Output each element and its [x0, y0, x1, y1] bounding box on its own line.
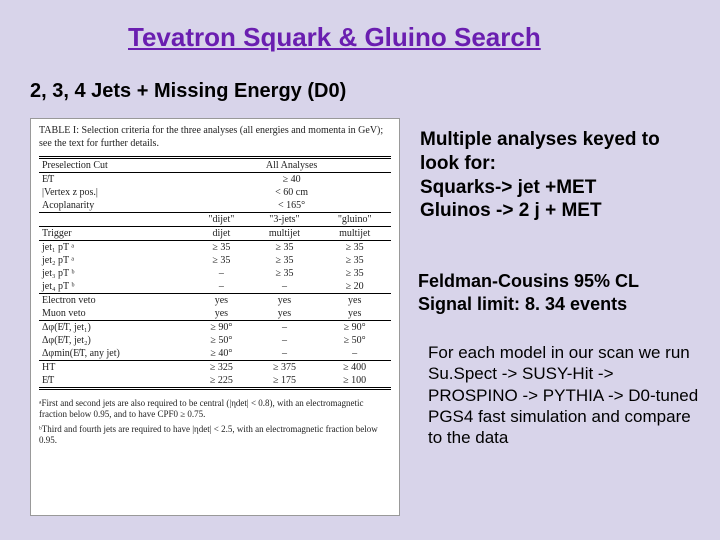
row-label: Δφ(E̸T, jet₁) — [39, 321, 192, 335]
row-label: jet₄ pT ᵇ — [39, 280, 192, 294]
cell: multijet — [251, 227, 319, 241]
analysis-description: Multiple analyses keyed to look for: Squ… — [420, 128, 700, 223]
cell: ≥ 100 — [318, 374, 391, 389]
cell: dijet — [192, 227, 250, 241]
row-label: jet₂ pT ᵃ — [39, 254, 192, 267]
cell: multijet — [318, 227, 391, 241]
scan-procedure: For each model in our scan we run Su.Spe… — [428, 342, 703, 448]
table-caption: TABLE I: Selection criteria for the thre… — [39, 125, 391, 150]
col-sub: "dijet" — [192, 213, 250, 227]
cell: yes — [192, 294, 250, 308]
cell: ≥ 50° — [318, 334, 391, 347]
text-line: Feldman-Cousins 95% CL — [418, 270, 708, 293]
cell: ≥ 50° — [192, 334, 250, 347]
cell: ≥ 90° — [192, 321, 250, 335]
cell: – — [192, 280, 250, 294]
cell: ≥ 40° — [192, 347, 250, 361]
col-header: Preselection Cut — [39, 158, 192, 173]
cell: ≥ 35 — [318, 241, 391, 255]
slide-subtitle: 2, 3, 4 Jets + Missing Energy (D0) — [30, 80, 346, 103]
cell: ≥ 90° — [318, 321, 391, 335]
cell: – — [251, 280, 319, 294]
cell: yes — [251, 294, 319, 308]
cell: yes — [318, 307, 391, 321]
text-line: Multiple analyses keyed to look for: — [420, 128, 700, 176]
cell: ≥ 325 — [192, 361, 250, 375]
cell: < 165° — [192, 199, 391, 213]
text-line: Gluinos -> 2 j + MET — [420, 199, 700, 223]
row-label: Muon veto — [39, 307, 192, 321]
cell: yes — [192, 307, 250, 321]
cell: ≥ 35 — [192, 254, 250, 267]
cell: ≥ 20 — [318, 280, 391, 294]
row-label: E̸T — [39, 374, 192, 389]
col-header: All Analyses — [192, 158, 391, 173]
row-label: Δφmin(E̸T, any jet) — [39, 347, 192, 361]
slide-title: Tevatron Squark & Gluino Search — [128, 22, 541, 53]
row-label: Electron veto — [39, 294, 192, 308]
cell: ≥ 375 — [251, 361, 319, 375]
cell: – — [318, 347, 391, 361]
cell: ≥ 35 — [251, 254, 319, 267]
cell: ≥ 35 — [318, 254, 391, 267]
cell: – — [251, 347, 319, 361]
row-label: HT — [39, 361, 192, 375]
table-footnotes: ᵃFirst and second jets are also required… — [39, 398, 391, 446]
signal-limit: Feldman-Cousins 95% CL Signal limit: 8. … — [418, 270, 708, 315]
row-label: Acoplanarity — [39, 199, 192, 213]
cell: yes — [251, 307, 319, 321]
cell: ≥ 35 — [192, 241, 250, 255]
row-label: Trigger — [39, 227, 192, 241]
text-line: Squarks-> jet +MET — [420, 176, 700, 200]
cell: yes — [318, 294, 391, 308]
criteria-table: Preselection Cut All Analyses E̸T ≥ 40 |… — [39, 156, 391, 392]
footnote-a: ᵃFirst and second jets are also required… — [39, 398, 391, 421]
cell: ≥ 400 — [318, 361, 391, 375]
row-label: |Vertex z pos.| — [39, 186, 192, 199]
footnote-b: ᵇThird and fourth jets are required to h… — [39, 424, 391, 447]
cell: ≥ 175 — [251, 374, 319, 389]
cell: ≥ 35 — [251, 267, 319, 280]
cell: ≥ 35 — [251, 241, 319, 255]
cell: ≥ 35 — [318, 267, 391, 280]
col-sub: "3-jets" — [251, 213, 319, 227]
row-label: jet₁ pT ᵃ — [39, 241, 192, 255]
row-label: Δφ(E̸T, jet₂) — [39, 334, 192, 347]
row-label: E̸T — [39, 173, 192, 187]
selection-table: TABLE I: Selection criteria for the thre… — [30, 118, 400, 516]
cell: ≥ 225 — [192, 374, 250, 389]
text-line: Signal limit: 8. 34 events — [418, 293, 708, 316]
cell: – — [251, 321, 319, 335]
cell: – — [251, 334, 319, 347]
cell: – — [192, 267, 250, 280]
cell: ≥ 40 — [192, 173, 391, 187]
col-sub: "gluino" — [318, 213, 391, 227]
row-label: jet₃ pT ᵇ — [39, 267, 192, 280]
cell: < 60 cm — [192, 186, 391, 199]
